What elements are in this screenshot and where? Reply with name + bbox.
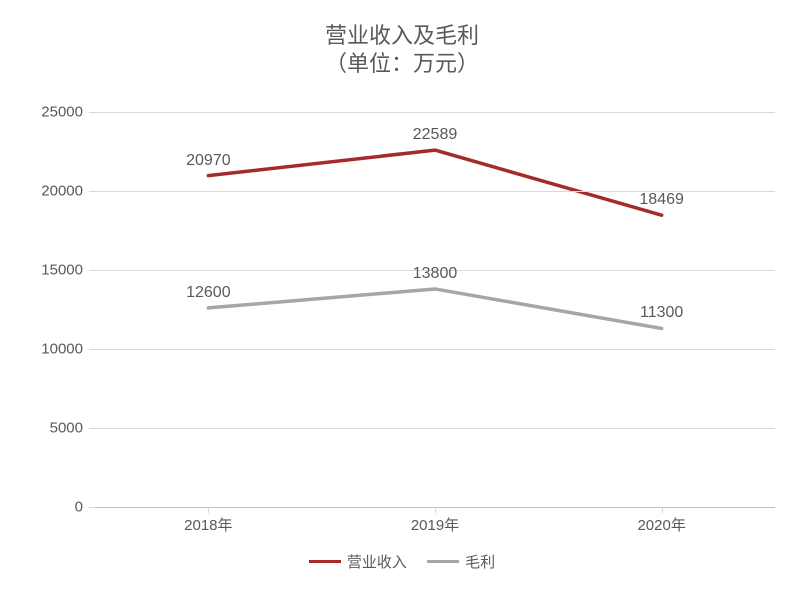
legend-swatch-revenue [309,560,341,563]
revenue-gross-profit-chart: 营业收入及毛利 （单位：万元） 050001000015000200002500… [0,0,804,590]
y-tick [89,428,95,429]
x-tick [435,507,436,513]
series-line-revenue [208,150,661,215]
x-axis-label: 2018年 [184,514,232,535]
data-label-revenue: 20970 [186,152,231,170]
y-tick [89,270,95,271]
data-label-revenue: 22589 [413,126,458,144]
y-tick [89,191,95,192]
gridline [95,428,775,429]
y-axis-label: 25000 [3,104,83,121]
data-label-revenue: 18469 [639,191,684,209]
y-tick [89,507,95,508]
y-axis-label: 0 [3,499,83,516]
y-tick [89,112,95,113]
data-label-gross_profit: 11300 [640,304,683,322]
data-label-gross_profit: 12600 [186,284,231,302]
legend-label-revenue: 营业收入 [347,554,407,571]
y-axis-label: 15000 [3,262,83,279]
legend-item-revenue: 营业收入 [309,551,407,572]
x-tick [208,507,209,513]
y-axis-label: 20000 [3,183,83,200]
data-label-gross_profit: 13800 [413,265,458,283]
chart-title-line2: （单位：万元） [0,50,804,78]
y-axis-label: 5000 [3,420,83,437]
series-line-gross_profit [208,289,661,329]
y-axis-label: 10000 [3,341,83,358]
x-axis-label: 2019年 [411,514,459,535]
x-axis-label: 2020年 [637,514,685,535]
legend-item-gross-profit: 毛利 [427,551,495,572]
legend-swatch-gross-profit [427,560,459,563]
legend: 营业收入 毛利 [0,551,804,572]
chart-title: 营业收入及毛利 （单位：万元） [0,22,804,77]
y-tick [89,349,95,350]
chart-title-line1: 营业收入及毛利 [0,22,804,50]
gridline [95,349,775,350]
gridline [95,112,775,113]
plot-area: 05000100001500020000250002018年2019年2020年… [95,112,775,507]
legend-label-gross-profit: 毛利 [465,554,495,571]
x-tick [662,507,663,513]
